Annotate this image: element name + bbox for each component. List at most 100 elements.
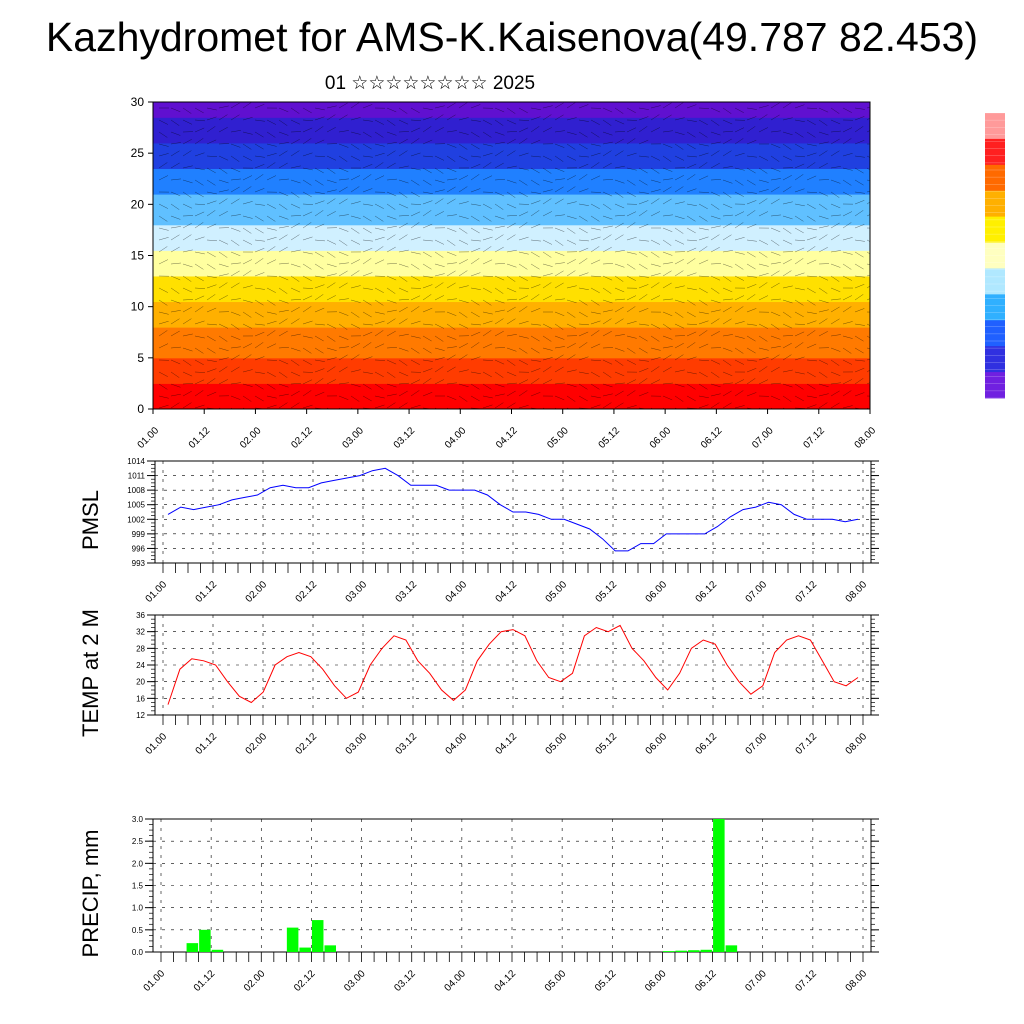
wind-vector <box>746 155 757 158</box>
wind-vector <box>806 152 817 157</box>
wind-vector <box>590 259 601 265</box>
wind-vector <box>854 378 864 385</box>
wind-vector <box>470 174 480 181</box>
wind-vector <box>182 191 192 198</box>
wind-vector <box>866 201 870 205</box>
wind-vector <box>638 335 648 342</box>
wind-vector <box>194 236 205 241</box>
wind-vector <box>182 165 193 169</box>
wind-vector <box>362 131 372 138</box>
wind-vector <box>302 347 312 354</box>
wind-vector <box>686 155 697 158</box>
wind-vector <box>542 189 553 193</box>
wind-vector <box>818 215 829 220</box>
wind-vector <box>674 215 685 220</box>
wind-vector <box>722 203 733 209</box>
wind-vector <box>662 227 673 233</box>
wind-vector <box>218 239 229 245</box>
wind-vector <box>866 239 870 242</box>
wind-vector <box>638 251 648 258</box>
wind-vector <box>182 249 193 253</box>
wind-vector <box>662 395 673 401</box>
wind-vector <box>758 379 769 385</box>
cross-section-band <box>153 132 870 139</box>
wind-vector <box>602 275 613 281</box>
wind-vector <box>506 107 516 114</box>
wind-vector <box>506 287 517 293</box>
wind-vector <box>638 139 649 145</box>
cross-section-band <box>153 244 870 251</box>
wind-vector <box>542 239 553 245</box>
wind-vector <box>386 150 396 157</box>
wind-vector <box>590 246 600 253</box>
wind-vector <box>566 131 577 135</box>
wind-vector <box>350 343 360 349</box>
wind-vector <box>662 311 673 317</box>
wind-vector <box>794 163 805 169</box>
wind-vector <box>518 405 529 409</box>
wind-vector <box>758 105 769 109</box>
wind-vector <box>374 330 384 337</box>
wind-vector <box>266 383 276 390</box>
wind-vector <box>686 174 696 181</box>
wind-vector <box>782 270 792 277</box>
cross-section-band <box>153 142 870 149</box>
wind-vector <box>242 395 252 402</box>
wind-vector <box>746 284 757 289</box>
wind-vector <box>374 383 384 390</box>
wind-vector <box>530 155 541 158</box>
wind-vector <box>770 311 781 317</box>
wind-vector <box>194 359 204 366</box>
wind-vector <box>194 275 204 282</box>
wind-vector <box>434 155 445 161</box>
wind-vector <box>206 284 217 289</box>
pmsl-xtick-label: 08.00 <box>844 579 870 605</box>
wind-vector <box>698 131 708 138</box>
wind-vector <box>554 198 564 205</box>
wind-vector <box>818 309 829 313</box>
wind-vector <box>350 369 361 373</box>
wind-vector <box>206 223 217 229</box>
wind-vector <box>278 402 288 409</box>
wind-vector <box>482 404 493 409</box>
wind-vector <box>866 323 870 326</box>
wind-vector <box>734 127 745 133</box>
wind-vector <box>722 275 732 282</box>
wind-vector <box>494 191 505 197</box>
wind-vector <box>206 167 216 174</box>
wind-vector <box>626 191 636 197</box>
wind-vector <box>782 227 792 234</box>
wind-vector <box>470 163 481 169</box>
wind-vector <box>422 392 433 397</box>
wind-vector <box>830 191 840 198</box>
wind-vector <box>266 153 277 157</box>
wind-vector <box>638 224 649 229</box>
wind-vector <box>770 102 780 109</box>
colorbar-swatch <box>985 294 1005 321</box>
wind-vector <box>230 311 241 316</box>
wind-vector <box>170 346 181 349</box>
wind-vector <box>722 119 733 125</box>
wind-vector <box>434 167 444 174</box>
wind-vector <box>386 318 396 325</box>
wind-vector <box>386 246 396 253</box>
cross-section-xtick-label: 04.00 <box>443 425 469 451</box>
wind-vector <box>734 251 745 255</box>
wind-vector <box>458 299 469 303</box>
cross-section-band <box>153 285 870 292</box>
wind-vector <box>626 251 637 255</box>
wind-vector <box>242 102 252 109</box>
wind-vector <box>446 155 456 162</box>
wind-vector <box>470 143 480 150</box>
cross-section-band <box>153 208 870 216</box>
wind-vector <box>206 239 217 242</box>
wind-vector <box>254 164 265 169</box>
wind-vector <box>566 270 576 277</box>
pmsl-xtick-label: 04.12 <box>494 579 520 605</box>
wind-vector <box>302 379 313 385</box>
cross-section-band <box>153 229 870 236</box>
colorbar-swatch <box>985 372 1005 399</box>
wind-vector <box>746 179 756 186</box>
